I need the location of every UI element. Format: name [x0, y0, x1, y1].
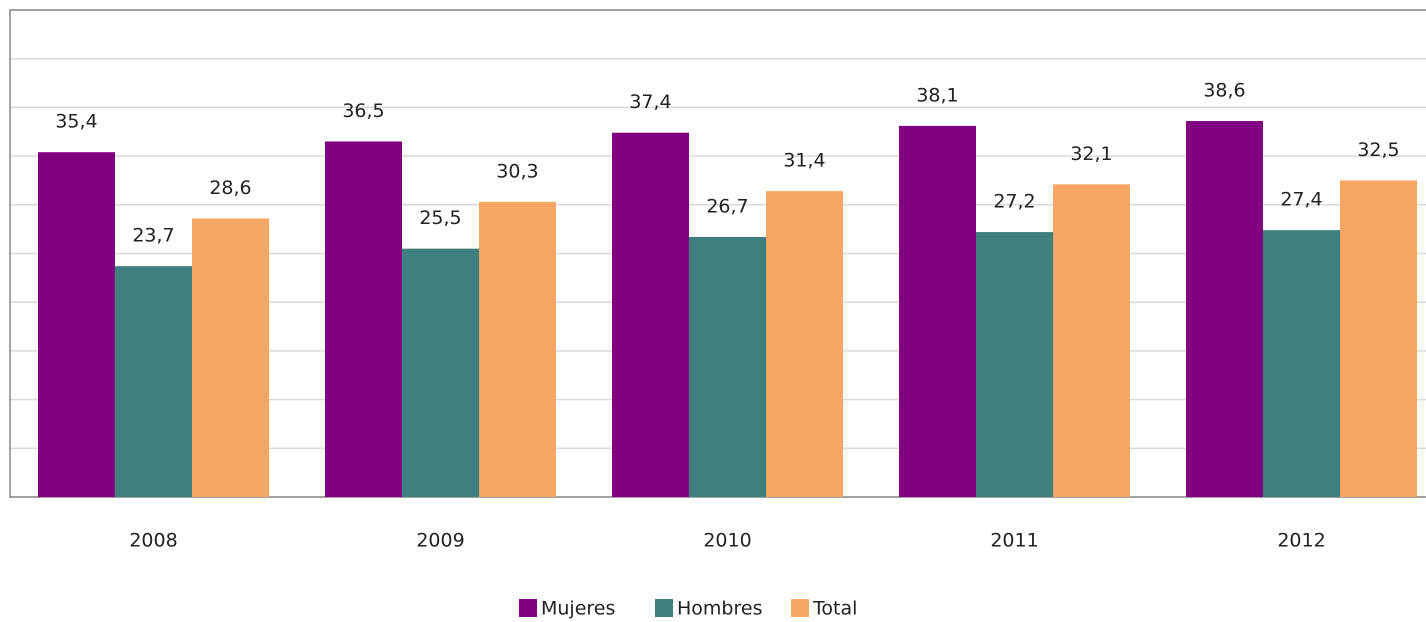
bar: [976, 232, 1053, 497]
legend-swatch: [519, 599, 537, 617]
legend-label: Hombres: [677, 598, 762, 620]
bar: [115, 266, 192, 497]
data-label: 37,4: [629, 91, 671, 113]
bar: [325, 141, 402, 498]
data-label: 25,5: [419, 207, 461, 229]
bar: [1263, 230, 1340, 497]
bar: [1186, 121, 1263, 497]
legend-label: Mujeres: [541, 598, 615, 620]
data-label: 31,4: [783, 150, 825, 172]
data-label: 38,6: [1203, 80, 1245, 102]
bar: [479, 201, 556, 498]
bar: [766, 191, 843, 497]
bar: [1053, 184, 1130, 497]
data-label: 27,4: [1280, 189, 1322, 211]
x-tick-label: 2010: [703, 530, 751, 552]
data-label: 23,7: [132, 225, 174, 247]
bar: [192, 218, 269, 497]
legend-swatch: [655, 599, 673, 617]
bar: [402, 248, 479, 497]
x-tick-label: 2009: [416, 530, 464, 552]
bar: [38, 152, 115, 498]
data-label: 30,3: [496, 160, 538, 182]
x-tick-label: 2012: [1277, 530, 1325, 552]
data-label: 27,2: [993, 191, 1035, 213]
data-label: 38,1: [916, 84, 958, 106]
data-label: 32,1: [1070, 143, 1112, 165]
data-label: 35,4: [55, 111, 97, 133]
data-label: 32,5: [1357, 139, 1399, 161]
bar: [612, 132, 689, 497]
x-tick-label: 2011: [990, 530, 1038, 552]
bar: [1340, 180, 1417, 497]
data-label: 28,6: [209, 177, 251, 199]
data-label: 36,5: [342, 100, 384, 122]
data-label: 26,7: [706, 195, 748, 217]
bar: [899, 125, 976, 497]
legend-label: Total: [812, 598, 857, 620]
x-tick-label: 2008: [129, 530, 177, 552]
legend-swatch: [791, 599, 809, 617]
bar: [689, 236, 766, 497]
